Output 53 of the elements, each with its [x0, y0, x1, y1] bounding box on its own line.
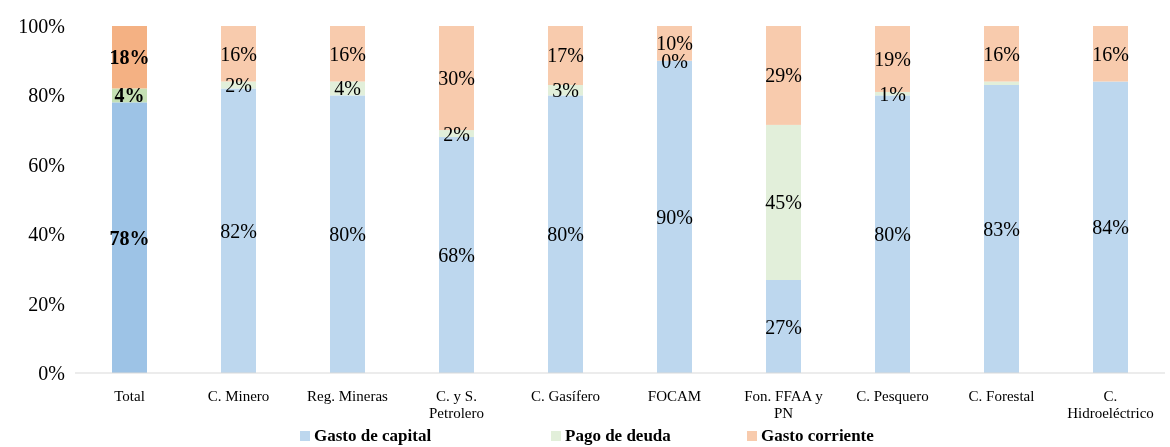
data-label: 83%: [983, 217, 1020, 240]
bar: [766, 280, 801, 373]
y-tick-label: 20%: [28, 292, 65, 315]
data-label: 82%: [220, 219, 257, 242]
legend-label: Pago de deuda: [565, 426, 672, 445]
x-tick-label: C. y S. Petrolero: [429, 388, 484, 421]
data-label: 16%: [1092, 42, 1129, 65]
data-label: 90%: [656, 205, 693, 228]
bar: [112, 102, 147, 373]
x-tick-label: C. Forestal: [968, 388, 1035, 404]
bar: [766, 26, 801, 125]
x-tick-label: C. Gasífero: [530, 388, 601, 404]
data-label: 19%: [874, 47, 911, 70]
data-label: 68%: [438, 244, 475, 267]
data-label: 16%: [329, 42, 366, 65]
data-label: 17%: [547, 44, 584, 67]
x-tick-label: Fon. FFAA y PN: [744, 388, 824, 421]
data-label: 16%: [983, 42, 1020, 65]
y-tick-label: 100%: [18, 15, 65, 37]
data-label: 80%: [329, 223, 366, 246]
x-tick-label: Total: [114, 388, 145, 404]
y-tick-label: 60%: [28, 153, 65, 176]
data-label: 80%: [874, 223, 911, 246]
data-label: 2%: [225, 73, 252, 96]
data-label: 78%: [109, 226, 150, 249]
legend-label: Gasto de capital: [314, 426, 432, 445]
data-label: 18%: [109, 46, 150, 69]
bar: [984, 84, 1019, 373]
data-label: 80%: [547, 223, 584, 246]
data-label: 1%: [879, 82, 906, 105]
y-tick-label: 80%: [28, 84, 65, 107]
bar: [548, 95, 583, 373]
data-label: 3%: [552, 79, 579, 102]
data-label: 4%: [334, 77, 361, 100]
data-label: 29%: [765, 64, 802, 87]
data-label: 4%: [114, 84, 145, 107]
legend-label: Gasto corriente: [761, 426, 875, 445]
data-label: 16%: [220, 42, 257, 65]
y-tick-label: 40%: [28, 223, 65, 246]
data-label: 84%: [1092, 216, 1129, 239]
x-tick-label: FOCAM: [647, 388, 702, 404]
data-label: 27%: [765, 315, 802, 338]
data-label: 2%: [443, 122, 470, 145]
x-tick-label: C. Pesquero: [856, 388, 929, 404]
data-label: 30%: [438, 67, 475, 90]
bar: [766, 124, 801, 280]
x-tick-label: C. Hidroeléctrico: [1067, 388, 1154, 421]
x-tick-label: C. Minero: [207, 388, 270, 404]
bar: [330, 95, 365, 373]
x-tick-label: Reg. Mineras: [307, 388, 389, 404]
y-tick-label: 0%: [38, 362, 65, 384]
data-label: 45%: [765, 191, 802, 214]
bar: [1093, 81, 1128, 373]
